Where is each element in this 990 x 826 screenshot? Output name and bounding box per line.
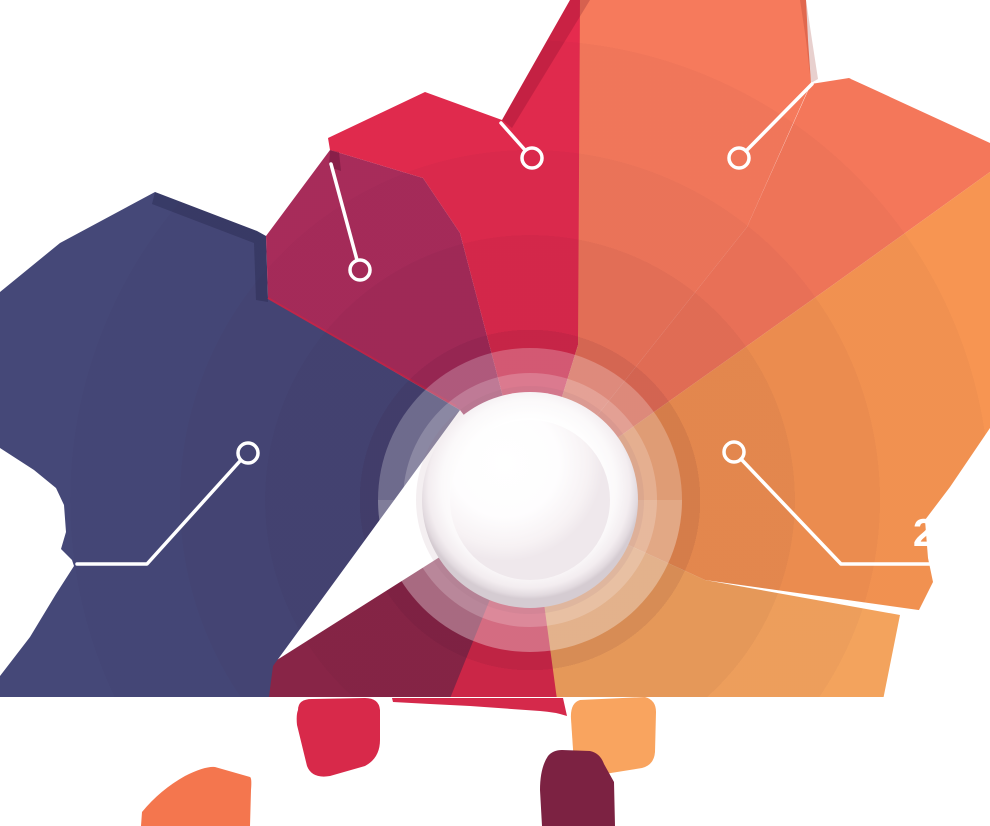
callouts-layer [75,82,935,566]
callout-orange-marker-icon [722,440,746,464]
blob-crimson-strip [392,698,567,716]
callout-magenta-marker-icon [348,258,372,282]
callout-coral-marker-icon [727,146,751,170]
callout-crimson-marker-icon [520,146,544,170]
callout-magenta-line [329,162,359,262]
callout-coral-line [744,82,814,153]
callout-navy-line [75,459,242,566]
year-label: 2 [913,512,935,555]
white-notch-left [0,448,74,676]
hub-button [378,348,682,652]
callout-navy-marker-icon [236,441,260,465]
blob-maroon [540,750,615,826]
white-corner-top-right [851,0,990,141]
blob-crimson [296,698,380,777]
hub-face [450,420,610,580]
white-notch-right [888,428,990,700]
blob-coral [141,766,252,826]
callout-orange-line [739,457,935,566]
remnant-blobs-layer [141,697,656,826]
callout-crimson-line [499,121,527,152]
